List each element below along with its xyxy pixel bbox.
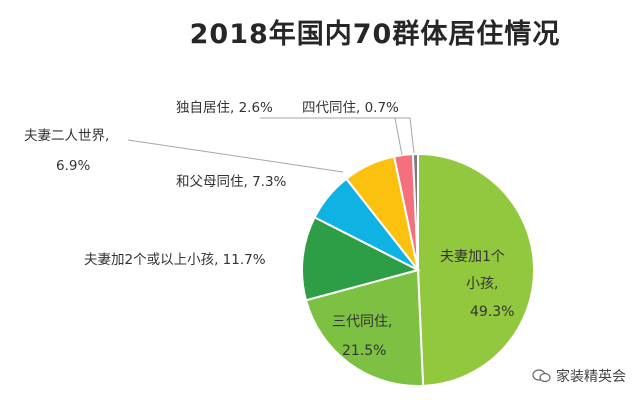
pie-slice-1: [304, 268, 425, 387]
label-single-child-line1: 夫妻加1个: [440, 249, 505, 265]
watermark-text: 家装精英会: [556, 369, 626, 385]
leader-alone: [260, 117, 403, 156]
pie-slice-0: [417, 152, 536, 387]
wechat-icon: [532, 369, 552, 383]
label-single-child-value: 49.3%: [470, 304, 514, 320]
watermark: 家装精英会: [532, 366, 626, 386]
pie-slice-6: [411, 152, 419, 271]
pie-slice-2: [301, 215, 421, 302]
chart-title: 2018年国内70群体居住情况: [189, 19, 561, 50]
label-four-gen: 四代同住, 0.7%: [302, 100, 399, 116]
label-three-gen: 三代同住,: [332, 314, 392, 330]
label-multi-child: 夫妻加2个或以上小孩, 11.7%: [84, 252, 266, 268]
leader-couple: [127, 139, 344, 173]
label-single-child-line2: 小孩,: [466, 276, 498, 292]
leader-four-gen: [320, 117, 415, 154]
label-alone: 独自居住, 2.6%: [176, 100, 273, 116]
label-couple-value: 6.9%: [56, 158, 90, 174]
label-three-gen-value: 21.5%: [342, 343, 386, 359]
label-couple: 夫妻二人世界,: [24, 128, 109, 144]
label-with-parents: 和父母同住, 7.3%: [176, 174, 287, 190]
